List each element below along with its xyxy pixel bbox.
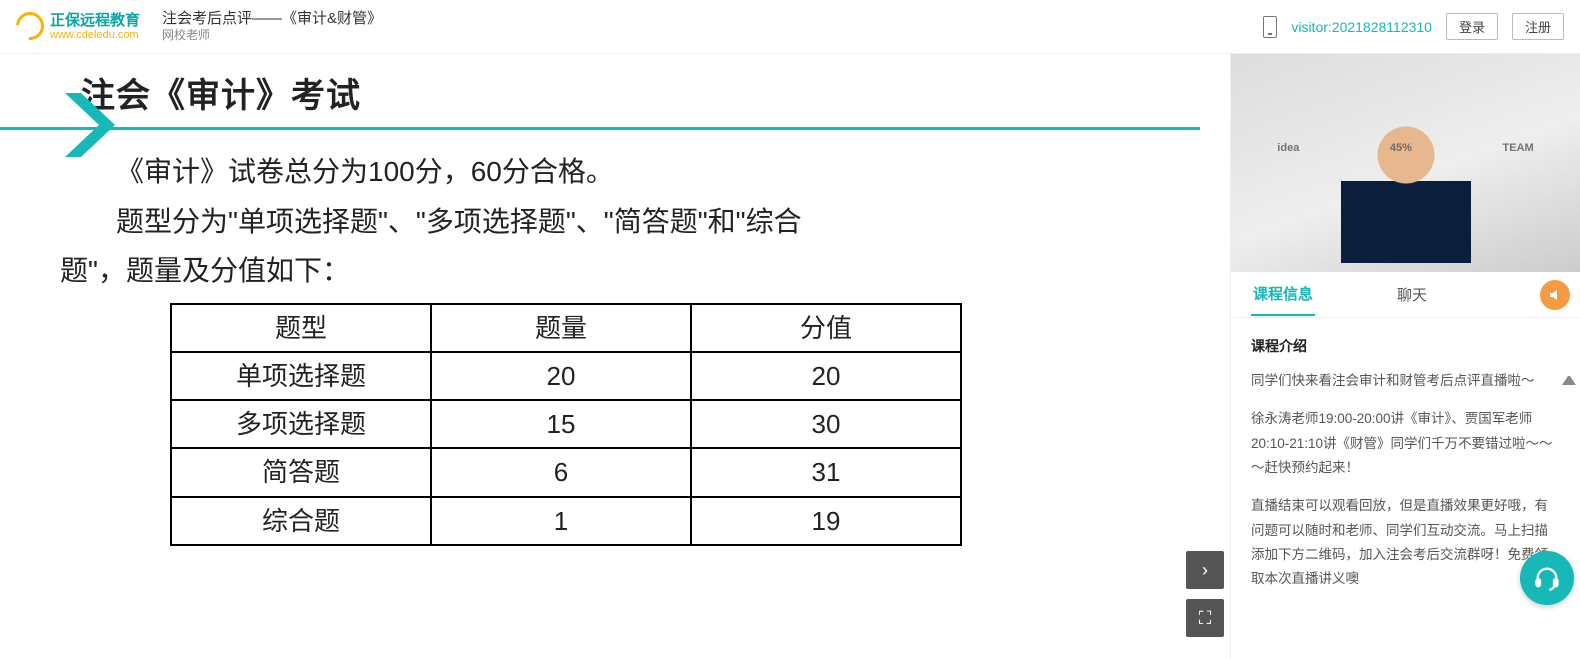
visitor-id: visitor:2021828112310 [1291, 19, 1432, 35]
course-subtitle: 网校老师 [162, 28, 382, 44]
cell: 20 [431, 352, 691, 400]
register-button[interactable]: 注册 [1512, 13, 1564, 40]
slide-line-2b: 题"，题量及分值如下： [60, 247, 1160, 295]
audio-toggle-icon[interactable] [1540, 280, 1570, 310]
side-tabs: 课程信息 聊天 [1231, 272, 1580, 318]
site-logo[interactable]: 正保远程教育 www.cdeledu.com [16, 12, 140, 42]
slide-line-2a: 题型分为"单项选择题"、"多项选择题"、"简答题"和"综合 [60, 198, 1160, 246]
logo-cn: 正保远程教育 [50, 12, 140, 29]
logo-swirl-icon [10, 7, 49, 46]
cell: 31 [691, 448, 961, 496]
cell: 6 [431, 448, 691, 496]
cell: 30 [691, 400, 961, 448]
doodle-text: idea [1277, 142, 1299, 154]
slide-area: 注会《审计》考试 《审计》试卷总分为100分，60分合格。 题型分为"单项选择题… [0, 54, 1230, 659]
score-table: 题型 题量 分值 单项选择题 20 20 多项选择题 15 30 [170, 303, 962, 546]
header-right: visitor:2021828112310 登录 注册 [1263, 13, 1564, 40]
cell: 综合题 [171, 497, 431, 545]
slide-header: 注会《审计》考试 [0, 68, 1200, 117]
whiteboard-doodles: idea 45% TEAM [1237, 60, 1574, 154]
tab-course-info[interactable]: 课程信息 [1251, 273, 1315, 316]
table-row: 简答题 6 31 [171, 448, 961, 496]
th-type: 题型 [171, 304, 431, 352]
header-bar: 正保远程教育 www.cdeledu.com 注会考后点评——《审计&财管》 网… [0, 0, 1580, 54]
cell: 19 [691, 497, 961, 545]
logo-en: www.cdeledu.com [50, 29, 140, 42]
slide-divider [0, 127, 1200, 130]
tab-chat[interactable]: 聊天 [1395, 274, 1429, 315]
slide-line-1: 《审计》试卷总分为100分，60分合格。 [60, 148, 1160, 196]
cell: 单项选择题 [171, 352, 431, 400]
course-intro-p3: 直播结束可以观看回放，但是直播效果更好哦，有问题可以随时和老师、同学们互动交流。… [1251, 494, 1560, 591]
table-row: 单项选择题 20 20 [171, 352, 961, 400]
course-intro-p2: 徐永涛老师19:00-20:00讲《审计》、贾国军老师20:10-21:10讲《… [1251, 407, 1560, 480]
course-title: 注会考后点评——《审计&财管》 [162, 9, 382, 29]
table-row: 多项选择题 15 30 [171, 400, 961, 448]
instructor-video[interactable]: idea 45% TEAM [1231, 54, 1580, 272]
slide-controls: › ⛶ [1186, 551, 1224, 637]
table-header-row: 题型 题量 分值 [171, 304, 961, 352]
slide-body: 《审计》试卷总分为100分，60分合格。 题型分为"单项选择题"、"多项选择题"… [0, 148, 1200, 546]
login-button[interactable]: 登录 [1446, 13, 1498, 40]
course-info-panel[interactable]: 课程介绍 同学们快来看注会审计和财管考后点评直播啦～ 徐永涛老师19:00-20… [1231, 318, 1580, 659]
course-title-block: 注会考后点评——《审计&财管》 网校老师 [162, 9, 382, 44]
cell: 多项选择题 [171, 400, 431, 448]
doodle-text: 45% [1390, 142, 1412, 154]
cell: 1 [431, 497, 691, 545]
th-qty: 题量 [431, 304, 691, 352]
main-area: 注会《审计》考试 《审计》试卷总分为100分，60分合格。 题型分为"单项选择题… [0, 54, 1580, 659]
table-row: 综合题 1 19 [171, 497, 961, 545]
doodle-text: TEAM [1503, 142, 1534, 154]
video-placeholder: idea 45% TEAM [1231, 54, 1580, 272]
next-slide-button[interactable]: › [1186, 551, 1224, 589]
scroll-up-icon[interactable] [1562, 376, 1576, 390]
th-pts: 分值 [691, 304, 961, 352]
cell: 简答题 [171, 448, 431, 496]
mobile-icon[interactable] [1263, 16, 1277, 38]
course-intro-p1: 同学们快来看注会审计和财管考后点评直播啦～ [1251, 369, 1560, 393]
logo-text: 正保远程教育 www.cdeledu.com [50, 12, 140, 42]
course-intro-heading: 课程介绍 [1251, 334, 1560, 359]
support-headset-button[interactable] [1520, 551, 1574, 605]
cell: 15 [431, 400, 691, 448]
cell: 20 [691, 352, 961, 400]
fullscreen-button[interactable]: ⛶ [1186, 599, 1224, 637]
